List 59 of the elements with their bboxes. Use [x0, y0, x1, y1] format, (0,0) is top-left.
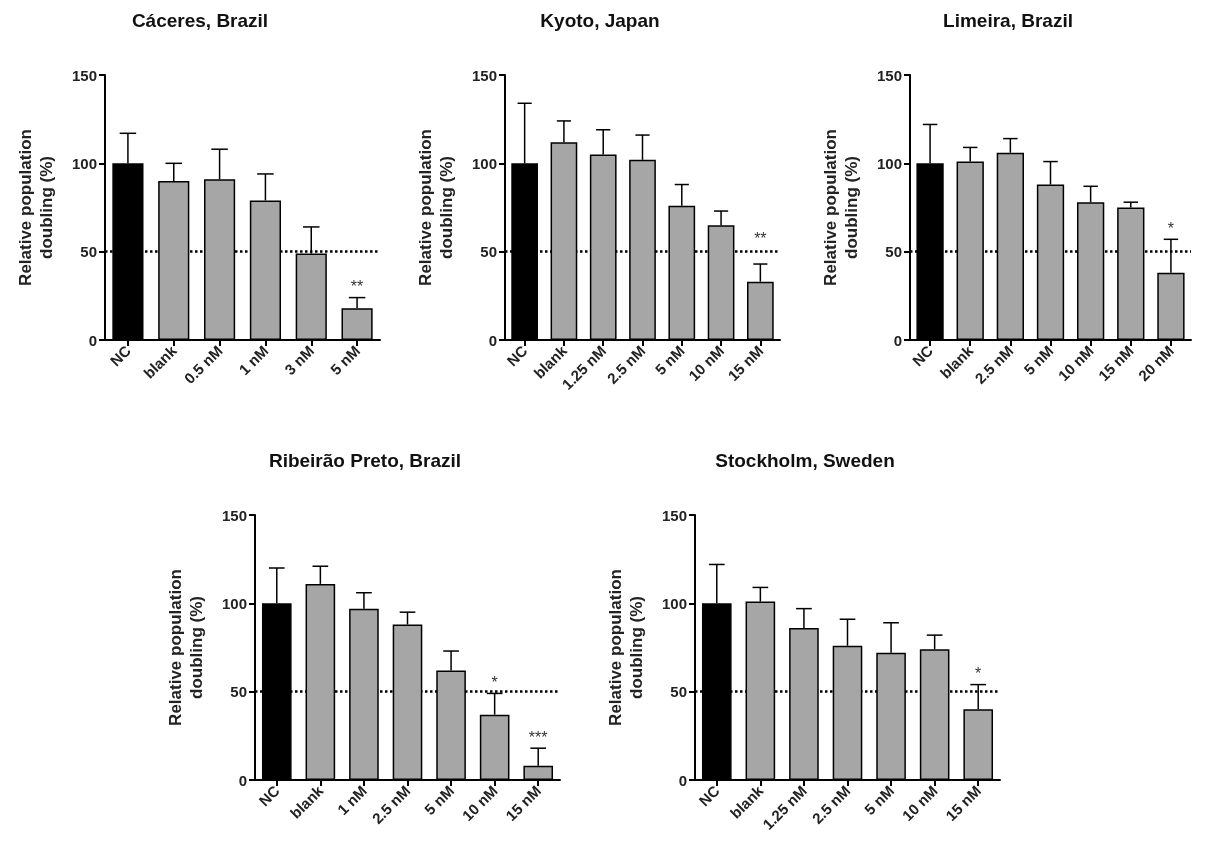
chart-title: Ribeirão Preto, Brazil [268, 450, 462, 471]
annotation: * [1167, 219, 1175, 237]
y-tick-label: 150 [876, 66, 902, 84]
y-tick-label: 150 [221, 506, 247, 524]
x-tick-label: 5 nM [420, 781, 458, 819]
y-tick-label: 0 [88, 331, 97, 349]
x-tick-label: 10 nM [458, 781, 501, 825]
chart-title: Cáceres, Brazil [131, 10, 269, 31]
x-tick-label: 5 nM [651, 341, 688, 379]
annotation: ** [350, 278, 364, 296]
y-tick-label: 100 [876, 154, 902, 172]
y-tick-label: 50 [80, 243, 97, 261]
x-tick-label: 2.5 nM [808, 781, 854, 827]
x-tick-label: 15 nM [502, 781, 545, 825]
y-tick-label: 100 [661, 594, 687, 612]
x-tick-label: 5 nM [1020, 341, 1057, 379]
y-tick-label: 150 [71, 66, 97, 84]
x-tick-label: 15 nM [942, 781, 985, 825]
y-tick-label: 100 [71, 154, 97, 172]
x-tick-label: 1 nM [333, 781, 370, 819]
x-tick-label: 5 nM [326, 341, 364, 379]
x-tick-label: 15 nM [1094, 341, 1137, 385]
annotation: ** [754, 230, 767, 248]
chart-title: Limeira, Brazil [943, 10, 1073, 31]
x-tick-label: 1 nM [235, 341, 272, 379]
y-tick-label: 50 [230, 683, 247, 701]
annotation: * [491, 673, 498, 691]
y-axis-title: Relative population doubling (%) [416, 129, 456, 286]
y-axis-title: Relative population doubling (%) [166, 569, 206, 726]
y-axis-title: Relative population doubling (%) [16, 129, 56, 286]
x-tick-label: NC [695, 781, 723, 810]
y-tick-label: 50 [480, 243, 497, 261]
y-axis-title: Relative population doubling (%) [606, 569, 646, 726]
x-tick-label: NC [255, 781, 283, 810]
y-tick-label: 100 [221, 594, 247, 612]
y-tick-label: 50 [885, 243, 902, 261]
y-tick-label: 0 [893, 331, 902, 349]
y-tick-label: 50 [670, 683, 687, 701]
y-tick-label: 0 [488, 331, 497, 349]
annotation: *** [528, 728, 548, 746]
x-tick-label: NC [106, 341, 135, 370]
annotation: * [975, 665, 982, 683]
y-tick-label: 0 [678, 771, 687, 789]
x-tick-label: 20 nM [1134, 341, 1177, 385]
chart-title: Stockholm, Sweden [715, 450, 895, 471]
x-tick-label: 10 nM [1054, 341, 1097, 385]
y-tick-label: 0 [238, 771, 247, 789]
x-tick-label: 10 nM [898, 781, 941, 825]
x-tick-label: 0.5 nM [180, 341, 226, 387]
y-tick-label: 150 [471, 66, 497, 84]
x-tick-label: 2.5 nM [368, 781, 414, 827]
y-axis-title: Relative population doubling (%) [821, 129, 861, 286]
y-tick-label: 100 [471, 154, 497, 172]
x-tick-label: 5 nM [860, 781, 898, 819]
chart-title: Kyoto, Japan [540, 10, 660, 31]
x-tick-label: NC [908, 341, 937, 370]
x-tick-label: NC [503, 341, 531, 370]
x-tick-label: 3 nM [281, 341, 318, 379]
y-tick-label: 150 [661, 506, 687, 524]
